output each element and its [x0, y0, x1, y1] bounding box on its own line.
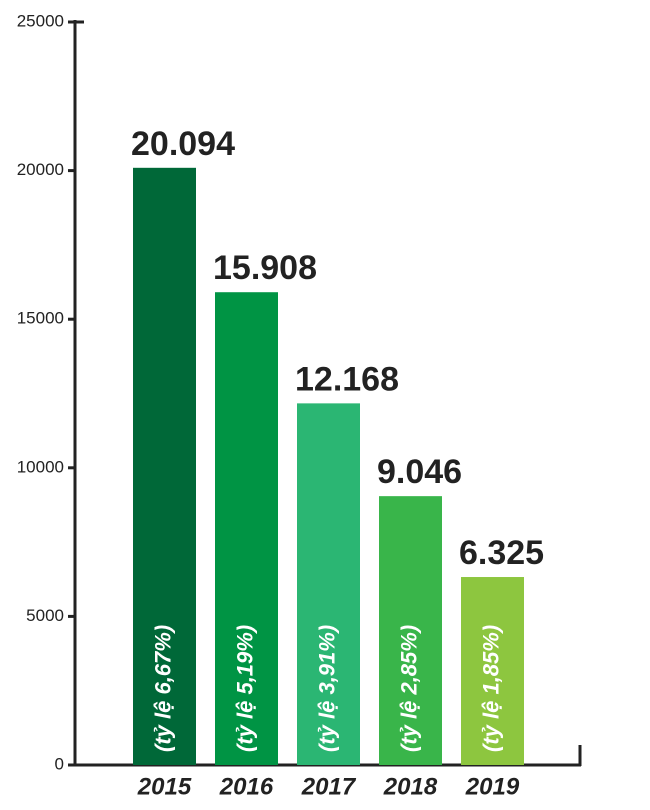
y-tick-label: 15000 — [17, 309, 64, 328]
y-tick-label: 0 — [55, 754, 64, 773]
value-label: 6.325 — [459, 534, 544, 572]
value-label: 12.168 — [295, 360, 399, 398]
value-label: 15.908 — [213, 249, 317, 287]
value-label: 9.046 — [377, 453, 462, 491]
bar-annotation: (tỷ lệ 1,85%) — [478, 625, 503, 752]
bar — [133, 167, 196, 765]
bar-annotation: (tỷ lệ 5,19%) — [232, 625, 257, 752]
y-tick-label: 5000 — [26, 606, 64, 625]
bar-annotation: (tỷ lệ 2,85%) — [396, 625, 421, 752]
value-label: 20.094 — [131, 125, 235, 163]
bar — [379, 496, 442, 765]
x-tick-label: 2017 — [301, 773, 357, 800]
bar — [461, 577, 524, 765]
y-tick-label: 25000 — [17, 11, 64, 30]
bar — [297, 403, 360, 765]
x-tick-label: 2015 — [137, 773, 192, 800]
x-tick-label: 2019 — [465, 773, 520, 800]
bar-annotation: (tỷ lệ 6,67%) — [150, 625, 175, 752]
bar-annotation: (tỷ lệ 3,91%) — [314, 625, 339, 752]
x-tick-label: 2016 — [219, 773, 274, 800]
y-tick-label: 20000 — [17, 160, 64, 179]
y-tick-label: 10000 — [17, 457, 64, 476]
x-tick-label: 2018 — [383, 773, 438, 800]
bar — [215, 292, 278, 765]
